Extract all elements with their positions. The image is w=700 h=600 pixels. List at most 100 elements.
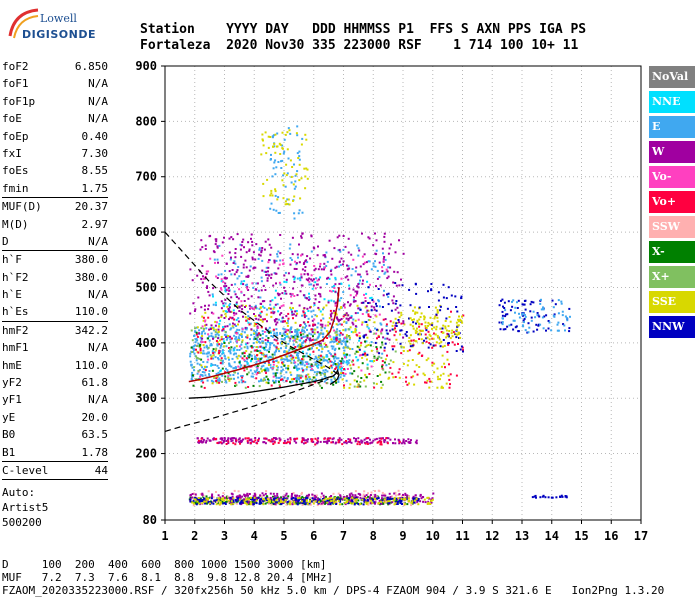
echo-point (304, 375, 307, 378)
echo-point (348, 335, 351, 338)
echo-point (363, 336, 365, 339)
echo-point (387, 503, 390, 506)
echo-point (290, 373, 293, 376)
echo-point (294, 438, 297, 441)
echo-point (283, 138, 286, 141)
echo-point (456, 333, 459, 336)
echo-point (501, 321, 504, 324)
echo-point (381, 352, 384, 355)
echo-point (319, 286, 322, 289)
echo-point (364, 499, 367, 502)
echo-point (568, 307, 571, 310)
echo-point (227, 335, 229, 337)
echo-point (285, 350, 288, 353)
echo-point (289, 442, 291, 445)
echo-point (292, 287, 295, 290)
echo-point (339, 368, 342, 370)
echo-point (230, 273, 233, 276)
echo-point (322, 308, 324, 311)
echo-point (364, 385, 367, 388)
echo-point (295, 334, 298, 337)
echo-point (445, 317, 448, 320)
echo-point (507, 300, 510, 303)
echo-point (225, 338, 228, 341)
param-value: 44 (94, 463, 108, 477)
echo-point (214, 364, 217, 366)
echo-point (347, 267, 350, 270)
echo-point (225, 381, 228, 384)
echo-point (362, 263, 365, 266)
echo-point (301, 330, 303, 333)
echo-point (358, 273, 361, 276)
echo-point (227, 375, 230, 378)
echo-point (512, 328, 515, 331)
echo-point (323, 298, 326, 301)
echo-point (206, 355, 209, 358)
echo-point (395, 500, 398, 503)
echo-point (273, 495, 276, 498)
echo-point (218, 244, 221, 247)
echo-point (235, 355, 238, 358)
echo-point (290, 331, 293, 333)
echo-point (243, 246, 245, 249)
echo-point (262, 318, 265, 321)
echo-point (305, 167, 308, 170)
echo-point (345, 317, 348, 320)
echo-point (219, 496, 222, 499)
echo-point (211, 493, 214, 496)
echo-point (264, 369, 267, 372)
param-label: fmin (2, 181, 29, 195)
echo-point (244, 326, 247, 329)
echo-point (228, 497, 231, 499)
echo-point (313, 304, 316, 306)
echo-point (215, 499, 218, 502)
legend-entry-nnw: NNW (649, 316, 695, 338)
echo-point (409, 323, 412, 326)
echo-point (356, 385, 359, 388)
echo-point (275, 166, 278, 169)
echo-point (434, 315, 437, 318)
echo-point (397, 319, 400, 321)
echo-point (201, 441, 204, 444)
echo-point (234, 262, 237, 265)
echo-point (309, 503, 312, 506)
echo-point (212, 287, 215, 290)
echo-point (212, 496, 215, 499)
echo-point (301, 268, 304, 271)
echo-point (255, 337, 258, 340)
echo-point (294, 364, 297, 367)
echo-point (381, 266, 384, 269)
echo-point (312, 376, 315, 379)
echo-point (221, 359, 224, 362)
echo-point (344, 336, 346, 339)
echo-point (240, 282, 243, 285)
echo-point (257, 496, 260, 499)
echo-point (262, 364, 265, 367)
echo-point (287, 127, 290, 130)
echo-point (438, 342, 441, 345)
echo-point (383, 232, 386, 235)
echo-point (347, 319, 350, 322)
echo-point (256, 325, 259, 328)
echo-point (326, 440, 329, 443)
echo-point (381, 494, 384, 497)
echo-point (357, 375, 359, 378)
echo-point (220, 300, 223, 303)
echo-point (253, 492, 256, 495)
echo-point (207, 333, 210, 336)
echo-point (218, 343, 221, 346)
echo-point (296, 330, 299, 333)
echo-point (247, 241, 250, 244)
echo-point (271, 342, 273, 345)
echo-point (319, 342, 322, 345)
echo-point (296, 374, 299, 377)
echo-point (238, 329, 241, 332)
echo-point (300, 333, 302, 336)
echo-point (445, 329, 448, 332)
echo-point (395, 497, 398, 500)
echo-point (249, 501, 252, 504)
echo-point (270, 273, 273, 276)
echo-point (325, 345, 328, 348)
echo-point (334, 283, 337, 286)
echo-point (199, 375, 202, 378)
